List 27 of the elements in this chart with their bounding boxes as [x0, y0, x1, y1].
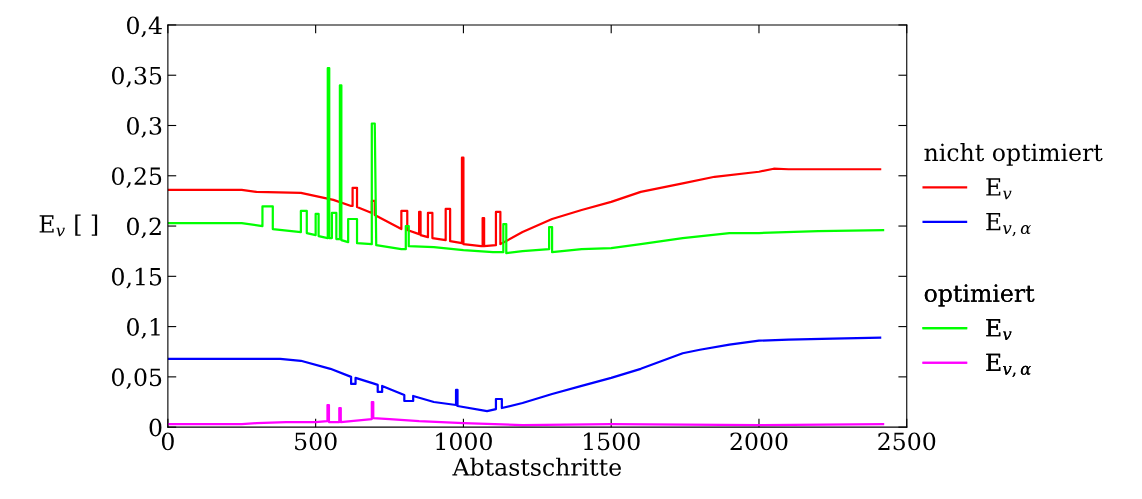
legend-label: E$_{v,α}$: [986, 353, 1031, 377]
text: optimiert: [924, 284, 1035, 307]
y-tick-label: 0,3: [127, 116, 162, 138]
x-tick-label: 2500: [878, 432, 936, 451]
x-tick-label: 500: [295, 432, 337, 451]
y-tick-label: 0,4: [127, 16, 162, 38]
line-series: [167, 400, 885, 427]
y-tick-label: 0,2: [127, 217, 161, 239]
line-series: [167, 156, 882, 248]
y-tick-label: 0: [149, 418, 162, 437]
legend-label: E$_{v,α}$: [986, 213, 1031, 237]
line-series: [167, 336, 882, 413]
y-tick-label: 0,05: [112, 368, 162, 390]
x-tick-label: 1000: [436, 432, 492, 451]
line-series: [167, 67, 885, 255]
y-tick-label: 0,1: [127, 318, 160, 339]
y-axis-title: E$_{v}$ [ ]: [39, 214, 98, 237]
x-tick-label: 2000: [730, 432, 788, 451]
x-axis-title: Abtastschritte: [452, 457, 621, 476]
text: nicht optimiert: [924, 142, 1103, 166]
y-tick-label: 0,25: [112, 167, 162, 188]
y-tick-label: 0,35: [112, 66, 162, 88]
x-tick-label: 0: [161, 432, 174, 451]
y-tick-label: 0,15: [112, 267, 162, 289]
x-tick-label: 1500: [584, 432, 640, 451]
legend-label: E$_{v}$: [986, 319, 1012, 341]
legend-label: E$_{v}$: [986, 178, 1012, 200]
